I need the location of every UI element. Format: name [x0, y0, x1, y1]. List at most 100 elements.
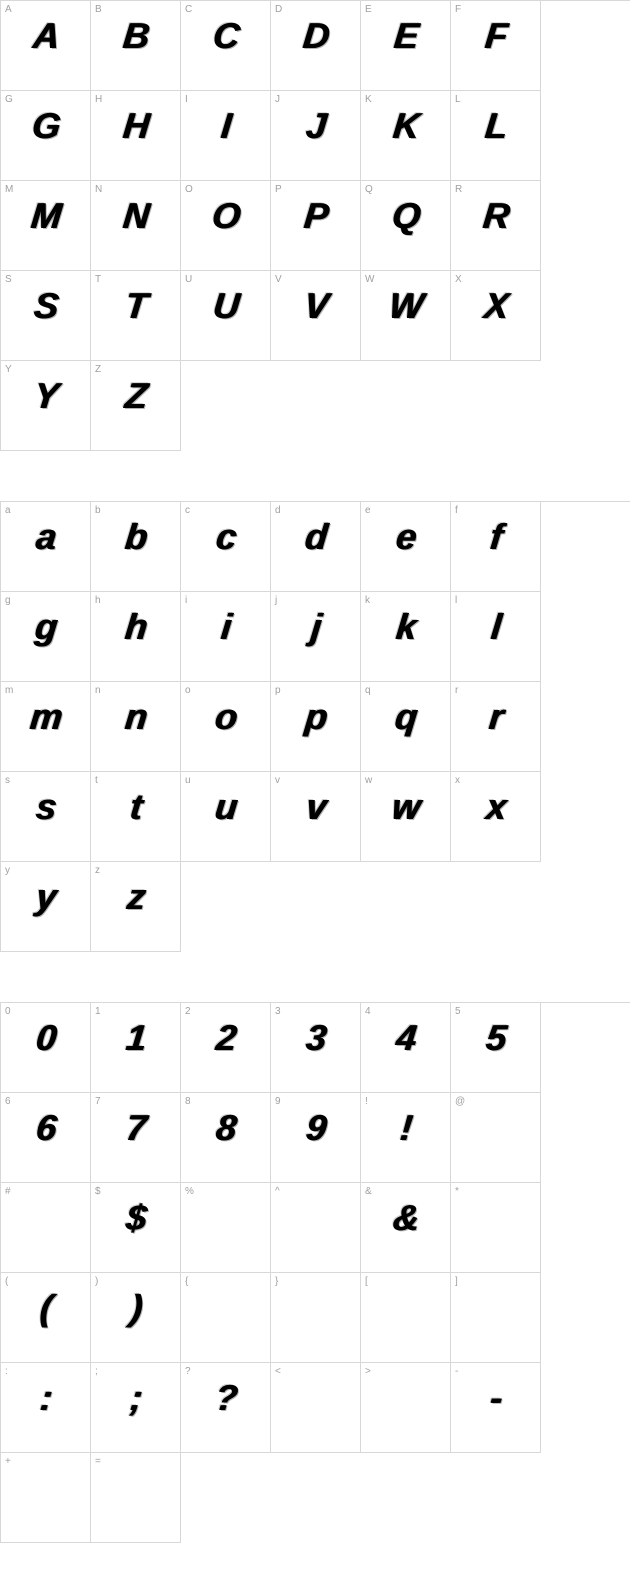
glyph-cell-label: #	[5, 1186, 11, 1197]
glyph-cell-char: z	[89, 876, 182, 918]
glyph-cell-char: T	[89, 285, 182, 327]
glyph-cell: dd	[271, 502, 361, 592]
glyph-cell: ll	[451, 592, 541, 682]
glyph-cell: TT	[91, 271, 181, 361]
glyph-cell-label: v	[275, 775, 280, 786]
glyph-cell-char: I	[179, 105, 272, 147]
glyph-cell-char: f	[449, 516, 542, 558]
glyph-cell-char: l	[449, 606, 542, 648]
glyph-cell-char: O	[179, 195, 272, 237]
glyph-cell-char: h	[89, 606, 182, 648]
glyph-cell-char: y	[0, 876, 92, 918]
glyph-cell: [	[361, 1273, 451, 1363]
glyph-cell-label: p	[275, 685, 281, 696]
glyph-cell: UU	[181, 271, 271, 361]
glyph-cell-char: 8	[179, 1107, 272, 1149]
glyph-cell: 22	[181, 1003, 271, 1093]
glyph-cell-char: !	[359, 1107, 452, 1149]
glyph-cell: hh	[91, 592, 181, 682]
glyph-cell-label: &	[365, 1186, 372, 1197]
glyph-cell-char: g	[0, 606, 92, 648]
glyph-cell-label: O	[185, 184, 193, 195]
glyph-cell-label: Z	[95, 364, 101, 375]
glyph-cell-char: V	[269, 285, 362, 327]
glyph-cell-label: z	[95, 865, 100, 876]
glyph-cell-label: m	[5, 685, 13, 696]
glyph-cell-label: c	[185, 505, 190, 516]
glyph-cell: 11	[91, 1003, 181, 1093]
glyph-cell: II	[181, 91, 271, 181]
glyph-cell-label: y	[5, 865, 10, 876]
glyph-cell-label: X	[455, 274, 462, 285]
glyph-grid-symbols: 00112233445566778899!!@#$$%^&&*(()){}[]:…	[0, 1002, 630, 1543]
glyph-cell: HH	[91, 91, 181, 181]
glyph-cell-label: I	[185, 94, 188, 105]
glyph-cell-char: o	[179, 696, 272, 738]
glyph-cell-char: U	[179, 285, 272, 327]
glyph-cell-char: 4	[359, 1017, 452, 1059]
glyph-cell-label: -	[455, 1366, 458, 1377]
glyph-cell: JJ	[271, 91, 361, 181]
glyph-cell-char: j	[269, 606, 362, 648]
glyph-cell: ??	[181, 1363, 271, 1453]
glyph-cell-label: M	[5, 184, 13, 195]
glyph-cell-label: 1	[95, 1006, 101, 1017]
glyph-cell-label: ;	[95, 1366, 98, 1377]
glyph-cell-label: 6	[5, 1096, 11, 1107]
glyph-cell-label: W	[365, 274, 374, 285]
glyph-cell-label: T	[95, 274, 101, 285]
glyph-cell: ii	[181, 592, 271, 682]
glyph-cell-label: q	[365, 685, 371, 696]
glyph-cell: cc	[181, 502, 271, 592]
glyph-grid-lowercase: aabbccddeeffgghhiijjkkllmmnnooppqqrrsstt…	[0, 501, 630, 952]
glyph-cell-label: a	[5, 505, 11, 516]
glyph-cell-char: :	[0, 1377, 92, 1419]
glyph-cell-char: &	[359, 1197, 452, 1239]
glyph-cell-char: A	[0, 15, 92, 57]
glyph-cell-char: s	[0, 786, 92, 828]
glyph-cell-char: B	[89, 15, 182, 57]
glyph-cell-label: @	[455, 1096, 465, 1107]
glyph-cell-char: a	[0, 516, 92, 558]
glyph-grid-uppercase: AABBCCDDEEFFGGHHIIJJKKLLMMNNOOPPQQRRSSTT…	[0, 0, 630, 451]
glyph-cell-label: >	[365, 1366, 371, 1377]
glyph-cell-char: 3	[269, 1017, 362, 1059]
glyph-cell-label: F	[455, 4, 461, 15]
glyph-cell-char: F	[449, 15, 542, 57]
glyph-cell: FF	[451, 1, 541, 91]
glyph-cell-label: E	[365, 4, 372, 15]
glyph-cell-label: U	[185, 274, 192, 285]
glyph-cell-char: M	[0, 195, 92, 237]
glyph-cell-char: W	[359, 285, 452, 327]
glyph-cell: oo	[181, 682, 271, 772]
glyph-cell-char: K	[359, 105, 452, 147]
glyph-cell-label: P	[275, 184, 282, 195]
glyph-cell: bb	[91, 502, 181, 592]
glyph-cell-char: X	[449, 285, 542, 327]
glyph-cell: nn	[91, 682, 181, 772]
glyph-cell-label: 9	[275, 1096, 281, 1107]
glyph-cell-char: N	[89, 195, 182, 237]
glyph-cell: SS	[1, 271, 91, 361]
glyph-cell-char: d	[269, 516, 362, 558]
glyph-cell-label: Q	[365, 184, 373, 195]
glyph-cell: rr	[451, 682, 541, 772]
glyph-cell-label: S	[5, 274, 12, 285]
glyph-cell: yy	[1, 862, 91, 952]
glyph-cell: ::	[1, 1363, 91, 1453]
glyph-cell-label: R	[455, 184, 462, 195]
glyph-cell-char: m	[0, 696, 92, 738]
glyph-cell-char: t	[89, 786, 182, 828]
glyph-cell-label: K	[365, 94, 372, 105]
glyph-cell: ww	[361, 772, 451, 862]
glyph-cell: BB	[91, 1, 181, 91]
glyph-cell-label: e	[365, 505, 371, 516]
glyph-cell-label: H	[95, 94, 102, 105]
glyph-cell-char: n	[89, 696, 182, 738]
glyph-cell-label: )	[95, 1276, 98, 1287]
glyph-cell-char: b	[89, 516, 182, 558]
glyph-cell: 88	[181, 1093, 271, 1183]
glyph-cell-label: A	[5, 4, 12, 15]
glyph-cell-label: 7	[95, 1096, 101, 1107]
glyph-cell-label: g	[5, 595, 11, 606]
